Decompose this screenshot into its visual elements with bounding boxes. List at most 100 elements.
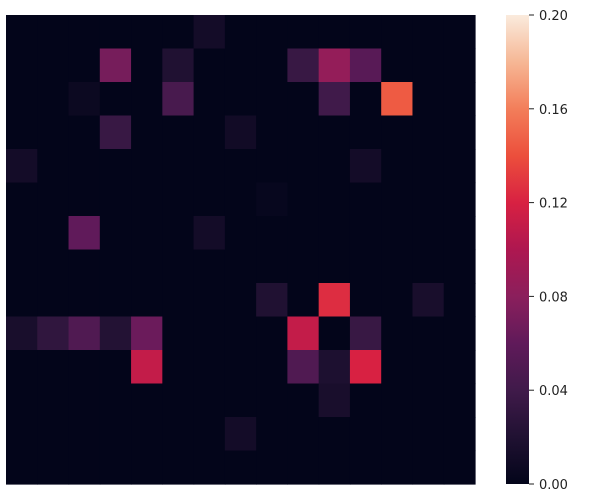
heatmap-cell-r12-c4 <box>131 417 163 452</box>
heatmap-cell-r10-c5 <box>162 350 195 385</box>
heatmap-cell-r7-c1 <box>37 249 70 284</box>
heatmap-cell-r6-c3 <box>99 216 132 251</box>
heatmap-cell-r2-c12 <box>381 82 414 117</box>
heatmap-cell-r13-c8 <box>256 450 288 485</box>
heatmap-cell-r9-c3 <box>99 316 132 351</box>
heatmap-cell-r10-c9 <box>287 350 320 385</box>
heatmap-cell-r13-c13 <box>412 450 445 485</box>
heatmap-cell-r5-c7 <box>224 182 257 217</box>
heatmap-cell-r12-c10 <box>318 417 351 452</box>
heatmap-cell-r7-c11 <box>349 249 382 284</box>
heatmap-cell-r7-c12 <box>381 249 414 284</box>
heatmap-cell-r7-c0 <box>6 249 38 284</box>
heatmap-cell-r11-c9 <box>287 383 320 418</box>
heatmap-cell-r6-c13 <box>412 216 445 251</box>
heatmap-cell-r11-c2 <box>68 383 101 418</box>
heatmap-cell-r12-c3 <box>99 417 132 452</box>
heatmap-cell-r6-c0 <box>6 216 38 251</box>
heatmap-cell-r13-c0 <box>6 450 38 485</box>
heatmap-cell-r10-c6 <box>193 350 226 385</box>
heatmap-cell-r13-c1 <box>37 450 70 485</box>
heatmap-cell-r2-c13 <box>412 82 445 117</box>
heatmap-cell-r11-c3 <box>99 383 132 418</box>
heatmap-cell-r0-c5 <box>162 15 195 50</box>
heatmap-cell-r1-c5 <box>162 48 195 83</box>
heatmap-cell-r0-c10 <box>318 15 351 50</box>
heatmap-cell-r3-c2 <box>68 115 101 150</box>
heatmap-cell-r8-c4 <box>131 283 163 318</box>
heatmap-cell-r13-c6 <box>193 450 226 485</box>
heatmap-cell-r6-c7 <box>224 216 257 251</box>
heatmap-cell-r3-c1 <box>37 115 70 150</box>
heatmap-cell-r13-c9 <box>287 450 320 485</box>
heatmap-cell-r2-c4 <box>131 82 163 117</box>
heatmap-cell-r12-c5 <box>162 417 195 452</box>
heatmap-cell-r0-c14 <box>443 15 476 50</box>
heatmap-cell-r1-c10 <box>318 48 351 83</box>
heatmap-cell-r5-c1 <box>37 182 70 217</box>
heatmap-cell-r8-c9 <box>287 283 320 318</box>
heatmap-cell-r3-c13 <box>412 115 445 150</box>
heatmap-cell-r6-c12 <box>381 216 414 251</box>
heatmap-cell-r7-c7 <box>224 249 257 284</box>
heatmap-cell-r10-c2 <box>68 350 101 385</box>
heatmap-cell-r1-c7 <box>224 48 257 83</box>
colorbar-tick-label: 0.04 <box>539 384 568 399</box>
heatmap-cell-r7-c6 <box>193 249 226 284</box>
heatmap-cell-r1-c3 <box>99 48 132 83</box>
colorbar-tick-label: 0.00 <box>539 478 568 493</box>
heatmap-cell-r4-c10 <box>318 149 351 184</box>
heatmap-cell-r9-c13 <box>412 316 445 351</box>
heatmap-cell-r2-c11 <box>349 82 382 117</box>
heatmap-cell-r4-c3 <box>99 149 132 184</box>
heatmap-cell-r7-c9 <box>287 249 320 284</box>
heatmap-cell-r4-c9 <box>287 149 320 184</box>
colorbar-ticks: 0.00 0.04 0.08 0.12 0.16 0.20 <box>529 9 568 493</box>
heatmap-cell-r1-c8 <box>256 48 288 83</box>
heatmap-cell-r8-c3 <box>99 283 132 318</box>
heatmap-cell-r8-c7 <box>224 283 257 318</box>
heatmap-cell-r10-c10 <box>318 350 351 385</box>
heatmap-cell-r3-c8 <box>256 115 288 150</box>
heatmap-cell-r9-c2 <box>68 316 101 351</box>
heatmap-cell-r10-c4 <box>131 350 163 385</box>
heatmap-cell-r9-c8 <box>256 316 288 351</box>
heatmap-cell-r10-c7 <box>224 350 257 385</box>
heatmap-cell-r1-c2 <box>68 48 101 83</box>
heatmap-cell-r10-c8 <box>256 350 288 385</box>
heatmap-cell-r2-c0 <box>6 82 38 117</box>
heatmap-cell-r7-c8 <box>256 249 288 284</box>
heatmap-cell-r4-c14 <box>443 149 476 184</box>
heatmap-cell-r6-c10 <box>318 216 351 251</box>
heatmap-cell-r0-c6 <box>193 15 226 50</box>
heatmap-cell-r0-c4 <box>131 15 163 50</box>
heatmap-cell-r9-c4 <box>131 316 163 351</box>
heatmap-cell-r7-c13 <box>412 249 445 284</box>
heatmap-cell-r12-c0 <box>6 417 38 452</box>
heatmap-cell-r8-c1 <box>37 283 70 318</box>
heatmap-cell-r12-c8 <box>256 417 288 452</box>
heatmap-cell-r0-c7 <box>224 15 257 50</box>
heatmap-cell-r10-c14 <box>443 350 476 385</box>
heatmap-cell-r4-c2 <box>68 149 101 184</box>
heatmap-cell-r3-c10 <box>318 115 351 150</box>
heatmap-cell-r5-c4 <box>131 182 163 217</box>
heatmap-cell-r9-c1 <box>37 316 70 351</box>
heatmap-cell-r2-c5 <box>162 82 195 117</box>
heatmap-cell-r1-c0 <box>6 48 38 83</box>
heatmap-cell-r7-c14 <box>443 249 476 284</box>
heatmap-cell-r9-c14 <box>443 316 476 351</box>
heatmap-cell-r4-c1 <box>37 149 70 184</box>
heatmap-cell-r3-c4 <box>131 115 163 150</box>
heatmap-cell-r8-c10 <box>318 283 351 318</box>
heatmap-cell-r12-c6 <box>193 417 226 452</box>
heatmap-cell-r11-c8 <box>256 383 288 418</box>
heatmap-cell-r1-c1 <box>37 48 70 83</box>
heatmap-cell-r7-c10 <box>318 249 351 284</box>
heatmap-cells <box>6 15 476 485</box>
heatmap-cell-r1-c14 <box>443 48 476 83</box>
heatmap-cell-r5-c10 <box>318 182 351 217</box>
heatmap-cell-r10-c12 <box>381 350 414 385</box>
heatmap-cell-r3-c7 <box>224 115 257 150</box>
heatmap-cell-r3-c6 <box>193 115 226 150</box>
